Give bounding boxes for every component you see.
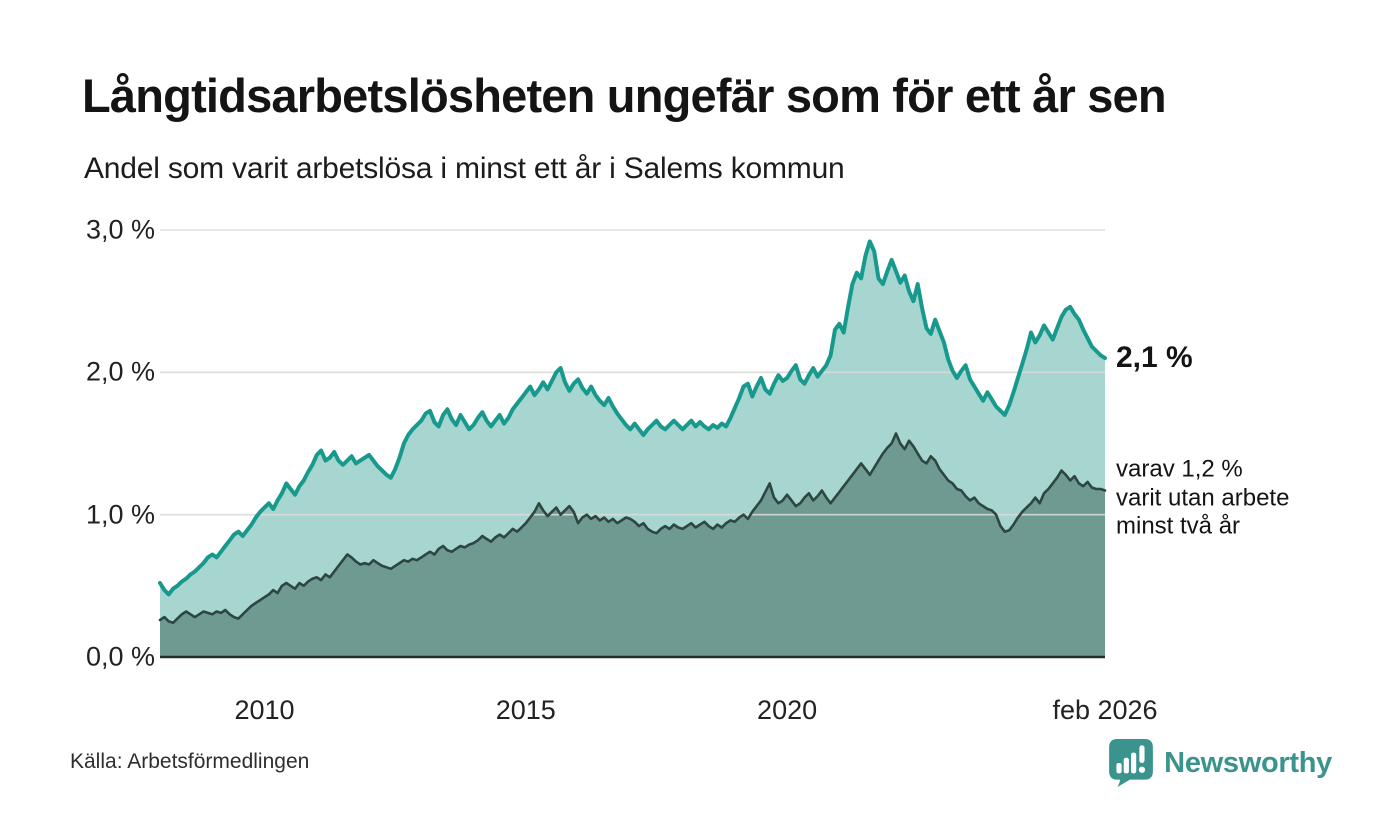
y-tick-label: 0,0 % (85, 641, 155, 672)
end-value-label-line2: varit utan arbete (1116, 484, 1290, 512)
newsworthy-wordmark: Newsworthy (1164, 746, 1332, 779)
y-tick-label: 3,0 % (85, 214, 155, 245)
x-tick-label: 2010 (234, 695, 295, 725)
end-value-label-line1: varav 1,2 % (1116, 456, 1243, 483)
end-value-label-total: 2,1 % (1116, 341, 1193, 375)
x-tick-label: 2020 (757, 695, 818, 725)
gridlines (160, 229, 1105, 516)
page-title: Långtidsarbetslösheten ungefär som för e… (82, 69, 1167, 122)
line-total (158, 239, 1107, 597)
newsworthy-bubble-chart-icon (1109, 739, 1154, 787)
source-attribution: Källa: Arbetsförmedlingen (70, 750, 310, 773)
area-two-year-fill (160, 433, 1105, 657)
chart-subtitle: Andel som varit arbetslösa i minst ett å… (84, 152, 845, 185)
x-tick-label: 2015 (495, 695, 556, 725)
end-value-label-line3: minst två år (1116, 512, 1241, 540)
line-two-year (158, 432, 1107, 625)
y-tick-label: 2,0 % (85, 356, 155, 387)
y-tick-label: 1,0 % (85, 499, 155, 530)
newsworthy-logo: Newsworthy (1108, 738, 1332, 788)
end-value-label-two-year: varav 1,2 % varit utan arbete minst två … (1116, 456, 1289, 541)
x-tick-label: feb 2026 (1052, 695, 1158, 725)
